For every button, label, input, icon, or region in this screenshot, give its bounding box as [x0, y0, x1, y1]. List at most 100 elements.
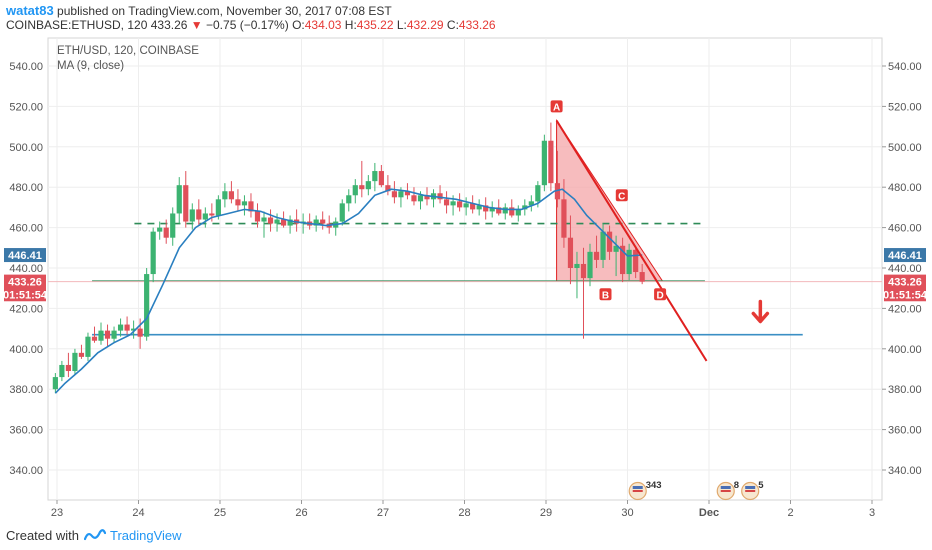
- candle-body: [561, 199, 567, 238]
- candle-body: [202, 213, 208, 220]
- candle-body: [287, 219, 293, 226]
- candle-body: [228, 191, 235, 200]
- ma-value-badge-right-bg: [884, 248, 926, 263]
- candle-body: [470, 203, 476, 210]
- x-axis[interactable]: 23 24 25 26 27 28 29 30 Dec 2 3: [51, 500, 875, 519]
- candle-body: [639, 272, 645, 282]
- y-tick-label-right: 380.00: [888, 384, 922, 396]
- candle-body: [163, 227, 169, 238]
- candle-body: [457, 201, 463, 208]
- candle-body: [600, 231, 606, 260]
- x-tick-label: 29: [540, 507, 552, 519]
- point-label-box: [654, 288, 667, 301]
- candle-body: [280, 219, 287, 226]
- candle-body: [196, 209, 202, 220]
- candle-body: [241, 201, 248, 206]
- candle-body: [372, 171, 378, 182]
- author-name[interactable]: watat83: [6, 3, 54, 18]
- created-with-label: Created with: [6, 528, 79, 543]
- ma-value-badge-right: 446.41: [888, 250, 922, 262]
- candle-body: [359, 185, 365, 190]
- candle-body: [274, 219, 280, 224]
- down-triangle-icon: ▼: [190, 18, 203, 32]
- candle-body: [248, 201, 254, 212]
- candle-body: [496, 207, 502, 214]
- point-label-c: C: [618, 191, 625, 202]
- countdown-badge-left-bg: [4, 287, 46, 302]
- event-badges[interactable]: 343 8 5: [628, 480, 764, 501]
- event-flag-stripe: [632, 486, 643, 489]
- candle-body: [554, 183, 561, 200]
- current-price-badge-left: 433.26: [8, 277, 42, 289]
- candle-body: [98, 330, 104, 341]
- candle-body: [352, 185, 358, 196]
- candle-body: [541, 140, 547, 186]
- y-tick-label-right: 480.00: [888, 182, 922, 194]
- candle-body: [157, 227, 163, 232]
- y-tick-label-left: 360.00: [9, 425, 43, 437]
- candle-body: [365, 181, 371, 190]
- candle-body: [222, 191, 228, 200]
- x-tick-label: 30: [621, 507, 633, 519]
- candle-body: [391, 191, 398, 198]
- candle-body: [437, 193, 443, 200]
- x-tick-label: Dec: [699, 507, 719, 519]
- x-tick-label: 2: [787, 507, 793, 519]
- y-tick-label-left: 380.00: [9, 384, 43, 396]
- candle-body: [150, 231, 156, 275]
- x-tick-label: 3: [869, 507, 875, 519]
- candle-body: [339, 203, 345, 222]
- ma-value-badge-left: 446.41: [8, 250, 42, 262]
- y-tick-label-right: 540.00: [888, 61, 922, 73]
- y-tick-label-right: 500.00: [888, 142, 922, 154]
- y-axis-right[interactable]: 540.00 520.00 500.00 480.00 460.00 440.00 420.…: [882, 61, 928, 477]
- point-label-b: B: [602, 290, 609, 301]
- candle-body: [424, 195, 430, 200]
- y-tick-label-right: 460.00: [888, 223, 922, 235]
- candle-body: [633, 249, 639, 273]
- chart-header: watat83 published on TradingView.com, No…: [0, 0, 932, 34]
- event-flag-stripe: [632, 490, 643, 492]
- legend-ma: MA (9, close): [57, 60, 124, 72]
- tradingview-logo-icon[interactable]: [84, 527, 106, 543]
- candle-body: [535, 185, 541, 202]
- candle-body: [261, 217, 267, 222]
- high-label: H:: [344, 18, 357, 32]
- y-tick-label-left: 440.00: [9, 263, 43, 275]
- y-tick-label-right: 340.00: [888, 465, 922, 477]
- low-value: 432.29: [406, 18, 444, 32]
- candle-body: [209, 213, 215, 216]
- candle-body: [411, 195, 417, 202]
- candle-body: [613, 245, 619, 252]
- pattern-annotations: [48, 118, 882, 336]
- countdown-badge-left: 01:51:54: [3, 289, 48, 301]
- candle-body: [483, 205, 489, 212]
- candle-body: [346, 195, 352, 204]
- tradingview-brand-link[interactable]: TradingView: [110, 528, 182, 543]
- candle-body: [509, 207, 515, 216]
- y-tick-label-left: 520.00: [9, 101, 43, 113]
- candle-body: [398, 191, 404, 198]
- y-tick-label-left: 500.00: [9, 142, 43, 154]
- x-tick-label: 23: [51, 507, 63, 519]
- y-tick-label-right: 360.00: [888, 425, 922, 437]
- candle-body: [254, 211, 261, 222]
- countdown-badge-right-bg: [884, 287, 926, 302]
- candle-body: [215, 199, 221, 216]
- chart-area[interactable]: A B C D 540.00 520.00 500.00 480.00 460.00 440.0…: [0, 0, 932, 522]
- legend-title: ETH/USD, 120, COINBASE: [57, 45, 199, 57]
- candle-body: [189, 209, 195, 222]
- candle-body: [85, 336, 91, 357]
- candle-body: [124, 324, 130, 331]
- candle-body: [320, 219, 326, 224]
- candle-body: [515, 209, 521, 216]
- candle-body: [548, 140, 554, 184]
- close-value: 433.26: [458, 18, 496, 32]
- low-label: L:: [396, 18, 407, 32]
- candle-body: [489, 207, 495, 212]
- candle-body: [443, 199, 450, 206]
- candle-body: [606, 231, 613, 252]
- price-change: −0.75 (−0.17%): [206, 18, 289, 32]
- countdown-badge-right: 01:51:54: [883, 289, 928, 301]
- x-tick-label: 27: [377, 507, 389, 519]
